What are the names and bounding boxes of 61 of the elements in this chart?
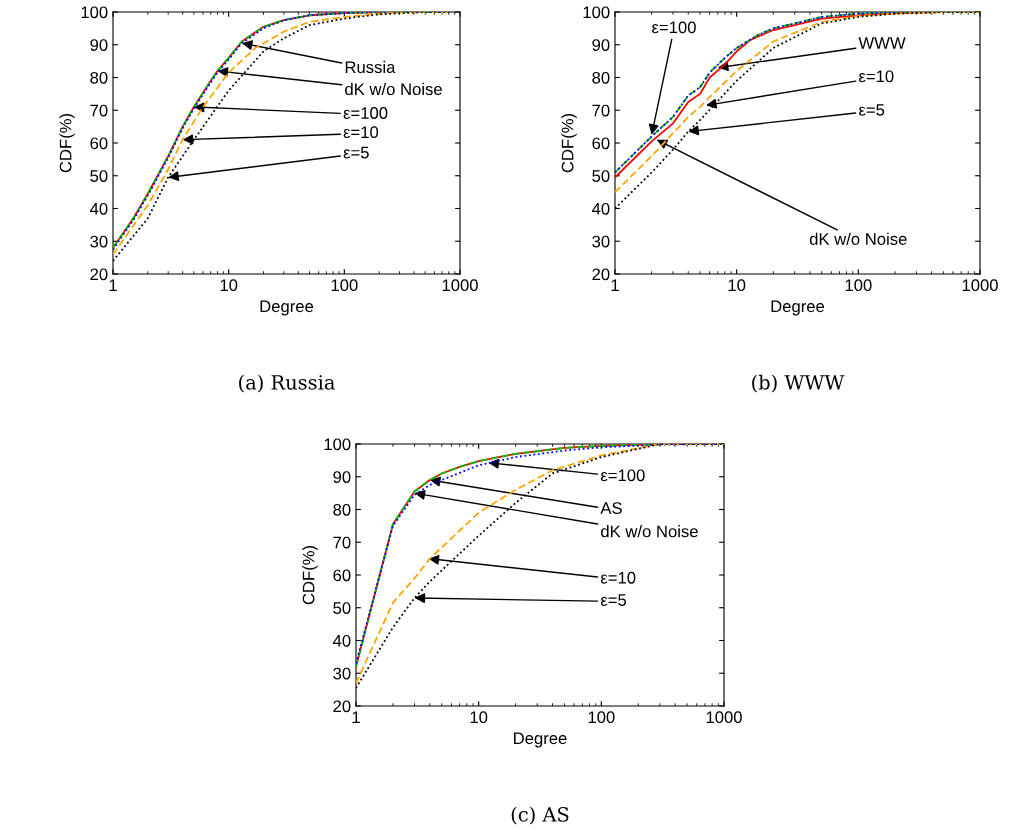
y-tick-label: 50 [333,602,351,614]
x-axis-title: Degree [771,300,825,316]
y-tick-label: 20 [592,268,610,281]
y-tick-label: 60 [90,137,108,150]
y-tick-label: 40 [332,634,351,647]
y-tick-label: 30 [90,235,108,248]
annotation: AS [600,502,622,514]
text: (b) WWW [752,374,845,393]
y-tick-label: 70 [592,104,610,117]
annotation: ε=10 [343,126,379,139]
y-tick-label: 40 [591,202,610,215]
y-tick-label: 70 [333,536,351,549]
annotation: Russia [345,60,396,74]
y-axis-title: CDF(%) [302,545,318,605]
y-tick-label: 60 [592,137,610,150]
y-tick-label: 80 [90,71,108,84]
x-tick-label: 1000 [962,279,998,292]
annotation: WWW [858,37,906,49]
y-tick-label: 20 [333,700,351,713]
y-tick-label: 40 [89,202,108,215]
x-tick-label: 1 [109,279,117,291]
y-tick-label: 50 [592,170,610,182]
annotation: ε=10 [600,571,636,584]
annotation: dK w/o Noise [809,232,907,245]
x-tick-label: 1 [611,279,619,291]
y-tick-label: 30 [592,235,610,248]
y-tick-label: 50 [90,170,108,182]
y-tick-label: 80 [333,503,351,516]
annotation: ε=5 [600,594,627,606]
y-tick-label: 90 [592,39,610,51]
x-tick-label: 1000 [442,279,478,292]
y-tick-label: 30 [333,667,351,680]
x-tick-label: 1 [352,711,360,723]
annotation: ε=5 [859,104,885,116]
y-tick-label: 70 [90,104,108,117]
x-tick-label: 100 [845,279,872,292]
x-axis-title: Degree [514,732,567,748]
annotation: ε=5 [343,146,369,159]
annotation: ε=100 [600,469,645,482]
annotation: dK w/o Noise [601,525,698,538]
annotation: ε=100 [343,107,388,119]
text: (c) AS [511,806,569,825]
annotation: ε=10 [859,70,894,83]
x-tick-label: 10 [220,279,238,292]
y-tick-label: 90 [333,471,351,483]
annotation: dK w/o Noise [345,82,442,96]
y-tick-label: 20 [90,268,108,281]
y-tick-label: 90 [90,39,108,51]
y-axis-title: CDF(%) [59,113,75,173]
y-tick-label: 80 [592,71,610,84]
x-axis-title: Degree [260,300,314,316]
annotation: ε=100 [652,21,696,34]
x-tick-label: 10 [728,279,746,292]
x-tick-label: 10 [470,711,488,724]
y-tick-label: 100 [583,6,610,19]
y-tick-label: 60 [333,569,351,582]
x-tick-label: 1000 [706,711,742,724]
y-axis-title: CDF(%) [561,113,577,173]
y-tick-label: 100 [81,6,108,19]
y-tick-label: 100 [324,438,351,451]
text: (a) Russia [239,374,335,393]
